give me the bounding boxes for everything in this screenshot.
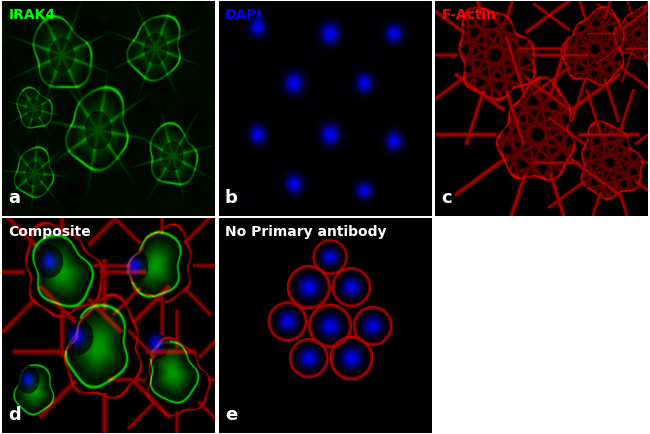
Text: a: a bbox=[8, 189, 20, 207]
Text: F-Actin: F-Actin bbox=[441, 8, 497, 22]
Text: c: c bbox=[441, 189, 452, 207]
Text: IRAK4: IRAK4 bbox=[8, 8, 55, 22]
Text: No Primary antibody: No Primary antibody bbox=[225, 225, 387, 239]
Text: e: e bbox=[225, 406, 237, 424]
Text: Composite: Composite bbox=[8, 225, 91, 239]
Text: DAPI: DAPI bbox=[225, 8, 263, 22]
Text: b: b bbox=[225, 189, 238, 207]
Text: d: d bbox=[8, 406, 21, 424]
